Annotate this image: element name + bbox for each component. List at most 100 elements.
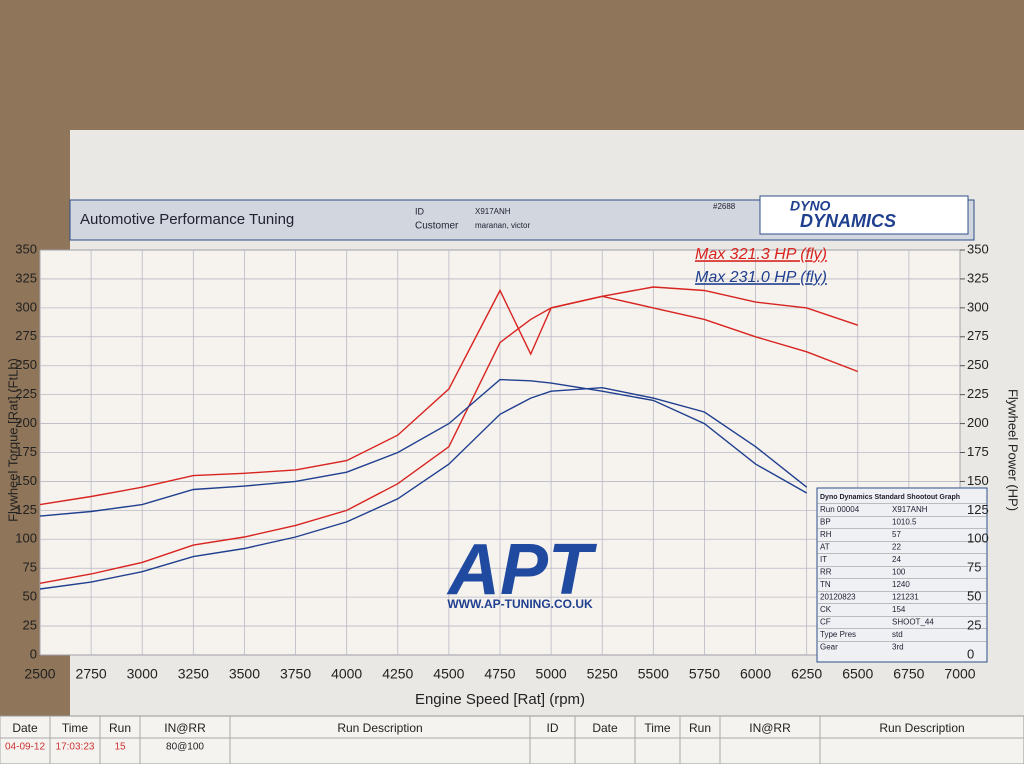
x-tick-label: 3000 xyxy=(127,666,158,682)
info-cell: 154 xyxy=(892,605,906,614)
x-tick-label: 3250 xyxy=(178,666,209,682)
y-tick-label: 150 xyxy=(15,473,37,488)
y-tick-label: 275 xyxy=(15,328,37,343)
y2-tick-label: 175 xyxy=(967,444,989,459)
id-label: ID xyxy=(415,206,425,216)
y2-tick-label: 325 xyxy=(967,270,989,285)
x-tick-label: 4500 xyxy=(433,666,464,682)
run-table-header: Run Description xyxy=(879,721,964,735)
y2-tick-label: 75 xyxy=(967,560,981,575)
y2-tick-label: 350 xyxy=(967,241,989,256)
info-cell: 1240 xyxy=(892,580,910,589)
info-cell: 24 xyxy=(892,555,901,564)
info-cell: RH xyxy=(820,530,832,539)
info-cell: AT xyxy=(820,543,830,552)
plot xyxy=(39,249,965,656)
x-tick-label: 4000 xyxy=(331,666,362,682)
x-tick-label: 6250 xyxy=(791,666,822,682)
x-axis-title: Engine Speed [Rat] (rpm) xyxy=(415,691,585,708)
info-cell: Gear xyxy=(820,643,838,652)
info-cell: CK xyxy=(820,605,832,614)
y2-axis-title: Flywheel Power (HP) xyxy=(1006,389,1021,511)
x-tick-label: 5250 xyxy=(587,666,618,682)
company: Automotive Performance Tuning xyxy=(80,211,294,228)
info-title: Dyno Dynamics Standard Shootout Graph xyxy=(820,494,960,501)
y-tick-label: 325 xyxy=(15,270,37,285)
y-tick-label: 250 xyxy=(15,357,37,372)
info-bg xyxy=(816,487,988,663)
y-tick-label: 75 xyxy=(23,560,37,575)
series-line xyxy=(39,288,859,506)
dyno-logo-bottom: DYNAMICS xyxy=(800,211,896,231)
x-tick-label: 2500 xyxy=(24,666,55,682)
run-table-header: Date xyxy=(592,721,618,735)
info-cell: Run 00004 xyxy=(820,505,860,514)
run-table-bg xyxy=(0,715,1024,764)
y2-tick-label: 275 xyxy=(967,328,989,343)
x-tick-label: 2750 xyxy=(76,666,107,682)
y-tick-label: 100 xyxy=(15,531,37,546)
run-table-cell: 17:03:23 xyxy=(56,742,95,753)
y-tick-label: 50 xyxy=(23,589,37,604)
dyno-logo-box xyxy=(759,195,969,235)
run-table-header: IN@RR xyxy=(164,721,206,735)
y2-tick-label: 125 xyxy=(967,502,989,517)
info-cell: SHOOT_44 xyxy=(892,618,934,627)
id-value: X917ANH xyxy=(475,207,511,216)
y-tick-label: 125 xyxy=(15,502,37,517)
run-table-header: Time xyxy=(644,721,671,735)
info-cell: IT xyxy=(820,555,827,564)
legend-entry: Max 231.0 HP (fly) xyxy=(695,269,827,286)
x-tick-label: 6750 xyxy=(893,666,924,682)
info-cell: std xyxy=(892,630,903,639)
run-table-header: Date xyxy=(12,721,38,735)
y2-tick-label: 200 xyxy=(967,415,989,430)
info-cell: RR xyxy=(820,568,832,577)
y-tick-label: 175 xyxy=(15,444,37,459)
run-table-cell: 15 xyxy=(114,742,126,753)
x-tick-label: 4250 xyxy=(382,666,413,682)
info-cell: 22 xyxy=(892,543,901,552)
run-table: Date Time Run IN@RR Run Description ID Date Tim… xyxy=(0,715,1024,764)
x-tick-label: 5000 xyxy=(536,666,567,682)
x-tick-label: 3750 xyxy=(280,666,311,682)
y2-tick-label: 225 xyxy=(967,386,989,401)
run-table-header: Time xyxy=(62,721,89,735)
run-table-header: Run xyxy=(109,721,131,735)
x-tick-label: 5500 xyxy=(638,666,669,682)
sheet-number: #2688 xyxy=(713,202,736,211)
info-cell: 57 xyxy=(892,530,901,539)
run-table-cell: 04-09-12 xyxy=(5,742,45,753)
x-tick-label: 3500 xyxy=(229,666,260,682)
apt-logo: APT xyxy=(446,530,598,610)
info-cell: 100 xyxy=(892,568,906,577)
y2-tick-label: 150 xyxy=(967,473,989,488)
series-line xyxy=(39,286,859,584)
y-axis-title: Flywheel Torque [Rat] (FtLb) xyxy=(5,358,20,522)
y-tick-label: 300 xyxy=(15,299,37,314)
series-line xyxy=(39,378,808,517)
x-tick-label: 7000 xyxy=(944,666,975,682)
dyno-logo-top: DYNO xyxy=(790,198,831,214)
run-table-header: IN@RR xyxy=(749,721,791,735)
run-table-header: Run Description xyxy=(337,721,422,735)
y2-tick-label: 100 xyxy=(967,531,989,546)
x-tick-label: 5750 xyxy=(689,666,720,682)
info-cell: TN xyxy=(820,580,831,589)
y2-tick-label: 50 xyxy=(967,589,981,604)
series-line xyxy=(39,386,808,590)
y2-tick-label: 250 xyxy=(967,357,989,372)
y-tick-label: 0 xyxy=(30,646,37,661)
y-tick-label: 200 xyxy=(15,415,37,430)
info-cell: 20120823 xyxy=(820,593,856,602)
info-cell: 3rd xyxy=(892,643,904,652)
info-cell: X917ANH xyxy=(892,505,928,514)
info-cell: 1010.5 xyxy=(892,518,917,527)
y-tick-label: 25 xyxy=(23,618,37,633)
y-tick-label: 225 xyxy=(15,386,37,401)
info-cell: 121231 xyxy=(892,593,919,602)
x-tick-label: 4750 xyxy=(484,666,515,682)
info-cell: Type Pres xyxy=(820,630,856,639)
